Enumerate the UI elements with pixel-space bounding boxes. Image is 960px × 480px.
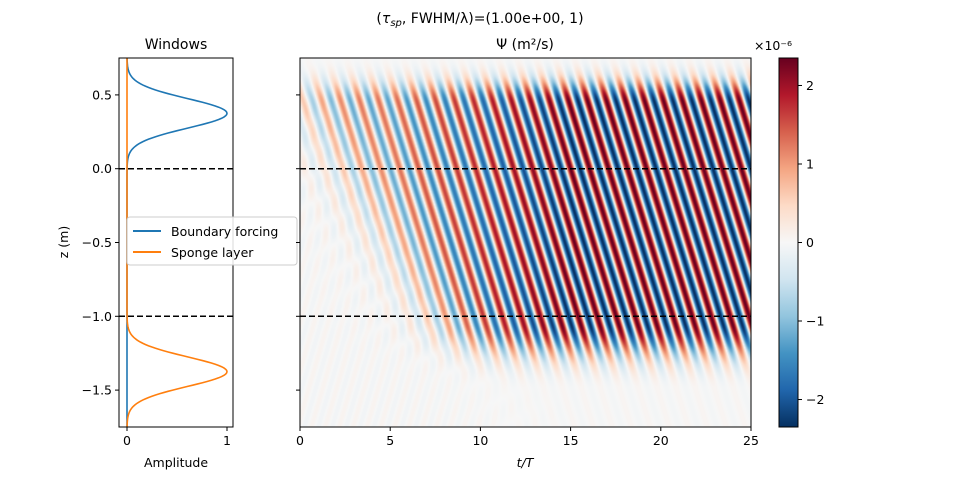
figure-suptitle: (τsp, FWHM/λ)=(1.00e+00, 1) (376, 11, 583, 29)
windows-ytick-label: −1.5 (82, 383, 112, 398)
colorbar-gradient (778, 57, 799, 428)
psi-xlabel: t/T (517, 455, 535, 470)
psi-xtick-label: 0 (296, 433, 304, 448)
legend-label-boundary-forcing: Boundary forcing (171, 224, 278, 239)
colorbar-exponent: ×10⁻⁶ (754, 38, 792, 53)
colorbar-tick-label: 2 (806, 78, 814, 93)
windows-xtick-label: 0 (123, 433, 131, 448)
psi-xtick-label: 15 (563, 433, 579, 448)
psi-x-axis: 0 5 10 15 20 25 (296, 427, 759, 448)
windows-title: Windows (145, 37, 208, 53)
psi-xtick-label: 20 (653, 433, 669, 448)
windows-ylabel: z (m) (56, 226, 71, 258)
windows-ytick-label: −1.0 (82, 309, 112, 324)
windows-xtick-label: 1 (223, 433, 231, 448)
legend-label-sponge-layer: Sponge layer (171, 245, 254, 260)
psi-title: Ψ (m²/s) (496, 37, 554, 53)
psi-xtick-label: 10 (472, 433, 488, 448)
windows-xlabel: Amplitude (144, 455, 208, 470)
windows-ytick-label: −0.5 (82, 235, 112, 250)
windows-legend: Boundary forcing Sponge layer (126, 216, 298, 266)
colorbar-tick-label: 1 (806, 156, 814, 171)
windows-ytick-label: 0.5 (92, 87, 112, 102)
psi-reference-lines (300, 167, 751, 318)
psi-panel: Ψ (m²/s) 0 5 10 15 20 25 t/T (296, 37, 759, 470)
psi-xtick-label: 25 (743, 433, 759, 448)
psi-y-axis (296, 94, 300, 391)
colorbar-tick-label: −1 (806, 314, 824, 329)
colorbar-tick-label: −2 (806, 392, 824, 407)
legend-box (126, 216, 298, 266)
psi-heatmap (300, 58, 751, 427)
windows-ytick-label: 0.0 (92, 161, 112, 176)
psi-xtick-label: 5 (386, 433, 394, 448)
windows-y-axis: 0.5 0.0 −0.5 −1.0 −1.5 (82, 87, 119, 398)
colorbar-tick-label: 0 (806, 235, 814, 250)
colorbar: ×10⁻⁶ 2 1 0 −1 −2 (754, 38, 824, 428)
colorbar-ticks: 2 1 0 −1 −2 (798, 78, 824, 407)
